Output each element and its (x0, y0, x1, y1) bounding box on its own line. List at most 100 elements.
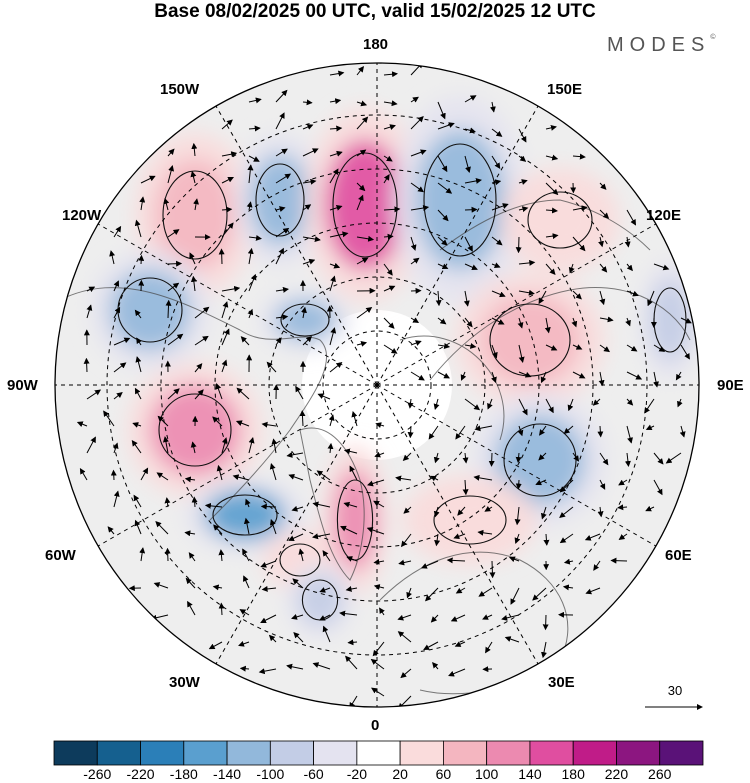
wind-vector (312, 662, 331, 670)
wind-vector (400, 668, 412, 679)
wind-vector (406, 587, 412, 599)
wind-vector (236, 387, 250, 400)
wind-vector (329, 168, 339, 184)
wind-vector (464, 398, 481, 411)
wind-vector (383, 155, 393, 162)
map-boundary (54, 62, 700, 708)
wind-vector (559, 506, 574, 519)
wind-vector (113, 225, 122, 238)
wind-vector (437, 263, 449, 270)
wind-vector (239, 665, 250, 672)
wind-vector (653, 263, 670, 271)
label-180: 180 (363, 36, 389, 53)
wind-vector (437, 101, 446, 120)
wind-vector (410, 115, 424, 130)
wind-vector (291, 505, 304, 512)
wind-vector (545, 344, 558, 351)
wind-vector (383, 263, 393, 276)
wind-vector (464, 95, 477, 103)
wind-vector (410, 96, 419, 103)
wind-vector (322, 625, 331, 643)
wind-vector (504, 636, 520, 643)
wind-vector (328, 414, 335, 427)
wind-vector (572, 236, 586, 252)
wind-vector (437, 317, 447, 325)
wind-vector (491, 262, 501, 269)
wind-vector (464, 317, 473, 328)
wind-vector (329, 204, 343, 211)
wind-vector (383, 206, 401, 213)
wind-vector (372, 641, 385, 657)
parallel-80n (322, 330, 432, 440)
wind-vector (86, 389, 102, 400)
wind-vector (340, 525, 358, 535)
colorbar-swatch (183, 740, 228, 766)
wind-vector (464, 263, 478, 271)
wind-vector (539, 425, 547, 436)
wind-vector (398, 559, 412, 566)
wind-vector (366, 527, 385, 535)
wind-vector (113, 391, 123, 400)
wind-vector (86, 286, 96, 293)
wind-vector (275, 173, 292, 184)
wind-vector (319, 587, 331, 593)
wind-vector (113, 306, 121, 319)
wind-vector (221, 437, 228, 454)
wind-vector (275, 89, 288, 103)
wind-vector (221, 301, 229, 319)
wind-vector (677, 398, 683, 408)
logo-text: MODES (607, 34, 711, 56)
wind-vector (140, 467, 149, 481)
wind-vector (599, 182, 607, 190)
wind-vector (572, 153, 586, 160)
wind-vector (446, 557, 466, 564)
wind-vector (598, 236, 604, 248)
wind-vector (538, 452, 547, 461)
wind-vector (491, 290, 506, 298)
wind-vector (491, 371, 497, 384)
wind-vector (218, 549, 225, 562)
colorbar (53, 740, 704, 766)
wind-vector (167, 229, 180, 238)
wind-vector (291, 614, 304, 620)
wind-vector (356, 66, 365, 76)
wind-vector (395, 475, 412, 482)
wind-vector (190, 275, 197, 292)
wind-vector (572, 452, 580, 462)
wind-vector (410, 236, 417, 251)
wind-vector (455, 587, 466, 594)
parallel-60n (214, 222, 540, 548)
wind-vector (329, 70, 345, 77)
wind-vector (86, 436, 96, 454)
wind-vector (410, 371, 425, 381)
wind-vector (329, 125, 343, 132)
wind-vector (485, 641, 493, 654)
wind-vector (164, 547, 171, 562)
wind-vector (218, 602, 225, 616)
colorbar-swatch (442, 740, 488, 766)
wind-vector (397, 631, 412, 643)
wind-vector (76, 421, 88, 428)
wind-vector (110, 469, 117, 481)
wind-vector (515, 236, 522, 254)
wind-vector (246, 201, 253, 211)
wind-vector (518, 398, 528, 416)
wind-vector (292, 578, 304, 589)
coastline-north-america (59, 287, 327, 521)
wind-vector (133, 494, 142, 508)
wind-vector (375, 422, 385, 428)
wind-vector (437, 371, 450, 379)
wind-vector (327, 442, 334, 454)
wind-vector (191, 142, 198, 157)
wind-vector (599, 290, 606, 306)
wind-vector (221, 328, 230, 346)
wind-vector (545, 398, 554, 414)
wind-vector (184, 530, 196, 537)
wind-vector (163, 197, 170, 211)
wind-vector (545, 233, 559, 240)
wind-vector (140, 175, 156, 184)
wind-vector (428, 425, 439, 440)
wind-vector (599, 479, 606, 490)
wind-vector (103, 410, 115, 427)
wind-vector (167, 388, 180, 400)
